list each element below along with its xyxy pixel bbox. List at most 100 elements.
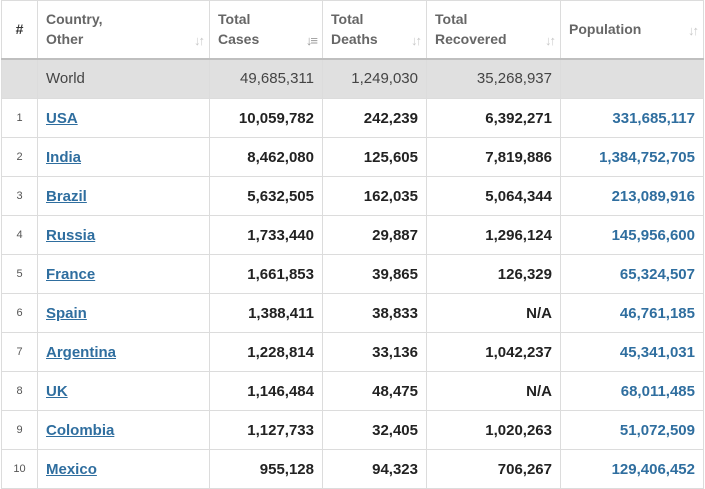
- total-recovered-cell: 6,392,271: [426, 98, 561, 138]
- sort-arrows-icon[interactable]: ↓↑: [688, 23, 699, 38]
- country-link[interactable]: Brazil: [46, 187, 87, 205]
- table-header-row: # Country, Other ↓↑ Total Cases ↓≡ Total…: [1, 0, 704, 60]
- total-deaths-cell: 162,035: [322, 176, 427, 216]
- world-rank-cell: [1, 58, 38, 99]
- country-link[interactable]: Mexico: [46, 460, 97, 478]
- total-deaths-cell: 242,239: [322, 98, 427, 138]
- header-total-deaths[interactable]: Total Deaths ↓↑: [322, 0, 427, 60]
- rank-cell: 1: [1, 98, 38, 138]
- total-cases-cell: 1,146,484: [209, 371, 323, 411]
- table-row: 8 UK 1,146,484 48,475 N/A 68,011,485: [1, 371, 704, 411]
- sort-arrows-icon[interactable]: ↓↑: [545, 33, 556, 48]
- table-row: 10 Mexico 955,128 94,323 706,267 129,406,452: [1, 449, 704, 489]
- total-cases-cell: 955,128: [209, 449, 323, 489]
- header-population-label: Population: [569, 21, 642, 38]
- country-cell: USA: [37, 98, 210, 138]
- table-row: 4 Russia 1,733,440 29,887 1,296,124 145,956,6…: [1, 215, 704, 255]
- population-cell: 65,324,507: [560, 254, 704, 294]
- country-cell: Colombia: [37, 410, 210, 450]
- header-deaths-line2: Deaths: [331, 31, 378, 47]
- population-cell: 1,384,752,705: [560, 137, 704, 177]
- table-row: 5 France 1,661,853 39,865 126,329 65,324,507: [1, 254, 704, 294]
- total-recovered-cell: 1,296,124: [426, 215, 561, 255]
- total-cases-cell: 1,228,814: [209, 332, 323, 372]
- total-deaths-cell: 94,323: [322, 449, 427, 489]
- rank-cell: 6: [1, 293, 38, 333]
- population-cell: 46,761,185: [560, 293, 704, 333]
- world-total-cases: 49,685,311: [209, 58, 323, 99]
- rank-cell: 5: [1, 254, 38, 294]
- country-cell: France: [37, 254, 210, 294]
- world-total-recovered: 35,268,937: [426, 58, 561, 99]
- total-recovered-cell: 1,020,263: [426, 410, 561, 450]
- world-total-row: World 49,685,311 1,249,030 35,268,937: [1, 58, 704, 99]
- population-cell: 213,089,916: [560, 176, 704, 216]
- header-deaths-line1: Total: [331, 11, 364, 27]
- country-link[interactable]: India: [46, 148, 82, 166]
- rank-cell: 8: [1, 371, 38, 411]
- rank-cell: 4: [1, 215, 38, 255]
- header-cases-line1: Total: [218, 11, 251, 27]
- sort-descending-icon[interactable]: ↓≡: [305, 33, 318, 48]
- total-recovered-cell: 126,329: [426, 254, 561, 294]
- total-recovered-cell: N/A: [426, 293, 561, 333]
- rank-cell: 2: [1, 137, 38, 177]
- population-cell: 51,072,509: [560, 410, 704, 450]
- population-cell: 129,406,452: [560, 449, 704, 489]
- header-population[interactable]: Population ↓↑: [560, 0, 704, 60]
- total-recovered-cell: 7,819,886: [426, 137, 561, 177]
- total-recovered-cell: 706,267: [426, 449, 561, 489]
- table-row: 2 India 8,462,080 125,605 7,819,886 1,384,752…: [1, 137, 704, 177]
- country-cell: Argentina: [37, 332, 210, 372]
- total-deaths-cell: 38,833: [322, 293, 427, 333]
- rank-cell: 3: [1, 176, 38, 216]
- total-recovered-cell: 1,042,237: [426, 332, 561, 372]
- total-cases-cell: 1,388,411: [209, 293, 323, 333]
- rank-cell: 9: [1, 410, 38, 450]
- total-deaths-cell: 39,865: [322, 254, 427, 294]
- total-recovered-cell: 5,064,344: [426, 176, 561, 216]
- total-deaths-cell: 33,136: [322, 332, 427, 372]
- header-country[interactable]: Country, Other ↓↑: [37, 0, 210, 60]
- total-cases-cell: 1,661,853: [209, 254, 323, 294]
- total-cases-cell: 1,733,440: [209, 215, 323, 255]
- country-link[interactable]: UK: [46, 382, 68, 400]
- total-deaths-cell: 48,475: [322, 371, 427, 411]
- total-cases-cell: 1,127,733: [209, 410, 323, 450]
- world-country-cell: World: [37, 58, 210, 99]
- total-recovered-cell: N/A: [426, 371, 561, 411]
- population-cell: 331,685,117: [560, 98, 704, 138]
- country-link[interactable]: Argentina: [46, 343, 117, 361]
- country-link[interactable]: Russia: [46, 226, 96, 244]
- sort-arrows-icon[interactable]: ↓↑: [411, 33, 422, 48]
- population-cell: 145,956,600: [560, 215, 704, 255]
- table-row: 6 Spain 1,388,411 38,833 N/A 46,761,185: [1, 293, 704, 333]
- header-total-recovered[interactable]: Total Recovered ↓↑: [426, 0, 561, 60]
- country-link[interactable]: USA: [46, 109, 78, 127]
- table-row: 7 Argentina 1,228,814 33,136 1,042,237 45,341…: [1, 332, 704, 372]
- header-total-cases[interactable]: Total Cases ↓≡: [209, 0, 323, 60]
- header-country-line1: Country,: [46, 11, 103, 27]
- total-cases-cell: 10,059,782: [209, 98, 323, 138]
- rank-cell: 10: [1, 449, 38, 489]
- header-country-line2: Other: [46, 31, 84, 47]
- population-cell: 45,341,031: [560, 332, 704, 372]
- total-deaths-cell: 32,405: [322, 410, 427, 450]
- country-cell: Mexico: [37, 449, 210, 489]
- total-deaths-cell: 125,605: [322, 137, 427, 177]
- table-row: 3 Brazil 5,632,505 162,035 5,064,344 213,089,…: [1, 176, 704, 216]
- table-row: 1 USA 10,059,782 242,239 6,392,271 331,685,11…: [1, 98, 704, 138]
- country-link[interactable]: France: [46, 265, 96, 283]
- country-cell: Spain: [37, 293, 210, 333]
- sort-arrows-icon[interactable]: ↓↑: [194, 33, 205, 48]
- header-cases-line2: Cases: [218, 31, 260, 47]
- total-deaths-cell: 29,887: [322, 215, 427, 255]
- country-cell: UK: [37, 371, 210, 411]
- header-rank[interactable]: #: [1, 0, 38, 60]
- world-total-deaths: 1,249,030: [322, 58, 427, 99]
- population-cell: 68,011,485: [560, 371, 704, 411]
- header-recovered-line1: Total: [435, 11, 468, 27]
- country-link[interactable]: Colombia: [46, 421, 115, 439]
- country-link[interactable]: Spain: [46, 304, 87, 322]
